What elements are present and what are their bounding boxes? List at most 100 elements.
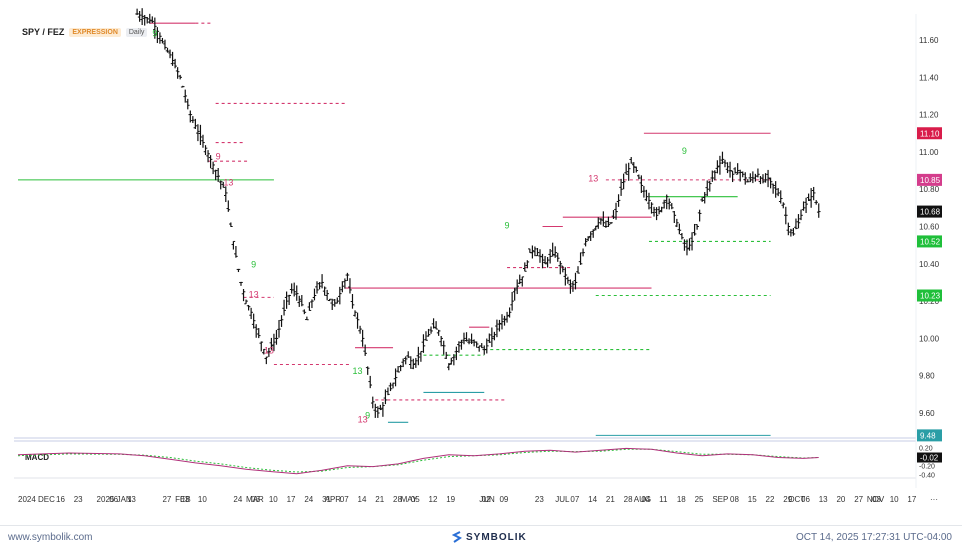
price-tag-bg (917, 289, 942, 302)
y-axis-ticks: 11.60 11.40 11.20 11.00 10.80 10.60 10.40 10.20… (919, 36, 940, 418)
x-tick-label: 09 (499, 495, 508, 504)
x-tick-label: 06 (109, 495, 118, 504)
macd-signal-line (17, 448, 819, 473)
brand-logo: SYMBOLIK (452, 531, 527, 543)
x-tick-label: 28 (624, 495, 633, 504)
x-tick-label: 21 (375, 495, 384, 504)
signal-label: 13 (588, 174, 598, 184)
x-tick-label: 15 (748, 495, 757, 504)
y-tick-label: 10.40 (919, 260, 940, 269)
macd-current-tag-label: -0.02 (920, 454, 939, 463)
price-tag-label: 11.10 (920, 129, 940, 138)
x-tick-label: 14 (358, 495, 367, 504)
macd-tick-label: 0.20 (919, 446, 933, 453)
x-tick-label: 27 (854, 495, 863, 504)
x-tick-label: 18 (677, 495, 686, 504)
x-tick-label: 22 (766, 495, 775, 504)
price-bars (135, 8, 821, 418)
signal-label: 13 (264, 345, 274, 355)
price-tag-bg (917, 429, 942, 442)
y-tick-label: 11.40 (919, 73, 939, 82)
interval-badge[interactable]: Daily (125, 27, 148, 37)
level-lines (18, 22, 771, 436)
x-tick-label: APR (325, 495, 342, 504)
x-tick-label: 28 (393, 495, 402, 504)
expression-badge: EXPRESSION (69, 27, 121, 37)
x-tick-label: 10 (890, 495, 899, 504)
x-tick-label: 10 (269, 495, 278, 504)
x-tick-label: 21 (606, 495, 615, 504)
x-tick-label: 17 (287, 495, 296, 504)
x-tick-label: 08 (730, 495, 739, 504)
signal-label: 13 (353, 366, 363, 376)
x-tick-label: 23 (74, 495, 83, 504)
x-tick-label: NOV (867, 495, 885, 504)
x-tick-label: OCT (788, 495, 805, 504)
macd-current-tag-bg (917, 452, 942, 463)
price-tag-label: 9.48 (920, 431, 936, 440)
x-tick-label: 24 (304, 495, 313, 504)
macd-tick-label: -0.40 (919, 473, 935, 480)
price-tag-label: 10.85 (920, 176, 941, 185)
x-tick-label: 24 (233, 495, 242, 504)
y-tick-label: 10.00 (919, 334, 940, 343)
price-tag-bg (917, 205, 942, 218)
x-tick-label: 25 (695, 495, 704, 504)
y-tick-label: 11.00 (919, 148, 939, 157)
x-tick-label: 04 (641, 495, 650, 504)
symbolik-logo-icon (452, 531, 462, 543)
x-tick-label: 13 (819, 495, 828, 504)
x-tick-label: 16 (56, 495, 65, 504)
price-tag-label: 10.23 (920, 292, 941, 301)
price-tag-bg (917, 235, 942, 248)
x-tick-label: 29 (783, 495, 792, 504)
x-tick-label: JUL (555, 495, 570, 504)
x-tick-label: AUG (634, 495, 651, 504)
x-tick-label: 03 (180, 495, 189, 504)
macd-panel: MACD 0.20-0.02-0.20 -0.40 (17, 446, 942, 480)
x-tick-label: 07 (570, 495, 579, 504)
x-tick-label: 2024 DEC (18, 495, 55, 504)
macd-label: MACD (25, 453, 49, 462)
x-tick-label: 27 (162, 495, 171, 504)
x-tick-label: MAR (246, 495, 264, 504)
price-tag-bg (917, 173, 942, 186)
x-tick-label: ··· (930, 495, 938, 504)
macd-tick-label: -0.20 (919, 464, 935, 471)
x-tick-label: JUN (479, 495, 495, 504)
x-tick-label: 07 (340, 495, 349, 504)
x-tick-label: 02 (482, 495, 491, 504)
y-tick-label: 10.20 (919, 297, 940, 306)
signal-label: 9 (251, 260, 256, 270)
y-tick-label: 9.80 (919, 372, 935, 381)
signal-label: 9 (152, 28, 157, 38)
y-tick-label: 10.60 (919, 223, 940, 232)
x-tick-label: 11 (659, 495, 668, 504)
symbol-label[interactable]: SPY / FEZ (22, 27, 65, 37)
signal-label: 9 (365, 411, 370, 421)
signal-label: 13 (358, 414, 368, 424)
timestamp: OCT 14, 2025 17:27:31 UTC-04:00 (795, 532, 952, 543)
site-url[interactable]: www.symbolik.com (8, 532, 93, 543)
x-tick-label: 10 (198, 495, 207, 504)
x-tick-label: 19 (446, 495, 455, 504)
y-tick-label: 11.20 (919, 111, 939, 120)
chart-header: SPY / FEZ EXPRESSION Daily (22, 27, 148, 37)
x-tick-label: 2025 JAN (97, 495, 132, 504)
x-tick-label: 17 (907, 495, 916, 504)
price-tag-bg (917, 127, 942, 140)
x-tick-label: 03 (872, 495, 881, 504)
signal-label: 9 (682, 146, 687, 156)
signal-label: 9 (216, 151, 221, 161)
x-tick-label: FEB (175, 495, 191, 504)
x-tick-label: MAY (401, 495, 418, 504)
x-tick-label: 23 (535, 495, 544, 504)
x-tick-label: 20 (836, 495, 845, 504)
brand-name: SYMBOLIK (466, 531, 527, 543)
y-tick-label: 11.60 (919, 36, 939, 45)
y-tick-label: 9.60 (919, 409, 935, 418)
macd-line (17, 447, 819, 475)
